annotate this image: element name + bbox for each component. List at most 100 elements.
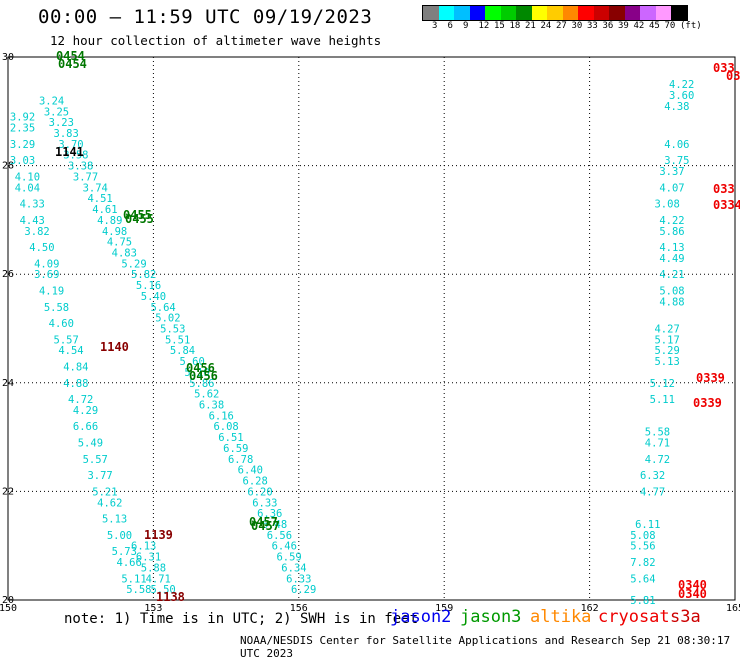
- color-swatch: [562, 6, 578, 20]
- swh-value-label: 5.16: [136, 280, 161, 292]
- swh-value-label: 6.51: [218, 432, 243, 444]
- color-swatch: [516, 6, 532, 20]
- swh-value-label: 5.17: [654, 334, 679, 346]
- pass-time-label: 0339: [696, 371, 725, 385]
- swh-value-label: 6.20: [247, 486, 272, 498]
- color-swatch: [578, 6, 594, 20]
- swh-value-label: 5.40: [141, 291, 166, 303]
- color-swatch: [624, 6, 640, 20]
- swh-value-label: 5.13: [102, 514, 127, 526]
- swh-value-label: 6.40: [238, 465, 263, 477]
- swh-value-label: 4.51: [87, 193, 112, 205]
- swh-value-label: 4.88: [659, 296, 684, 308]
- swh-value-label: 4.43: [20, 215, 45, 227]
- swh-value-label: 3.75: [664, 155, 689, 167]
- plot-frame: [7, 56, 736, 601]
- swh-value-label: 3.69: [34, 269, 59, 281]
- swh-value-label: 5.00: [107, 530, 132, 542]
- swh-value-label: 7.82: [630, 557, 655, 569]
- legend-jason3: jason3: [460, 607, 522, 627]
- swh-value-label: 4.71: [146, 573, 171, 585]
- swh-value-label: 5.21: [92, 486, 117, 498]
- swh-value-label: 3.83: [54, 128, 79, 140]
- swh-value-label: 5.11: [121, 573, 146, 585]
- swh-value-label: 3.77: [87, 470, 112, 482]
- swh-value-label: 3.60: [669, 90, 694, 102]
- color-swatch: [655, 6, 671, 20]
- swh-value-label: 4.83: [112, 247, 137, 259]
- swh-value-label: 4.89: [97, 215, 122, 227]
- swh-value-label: 5.08: [659, 285, 684, 297]
- swh-value-label: 5.12: [650, 378, 675, 390]
- swh-value-label: 6.13: [131, 541, 156, 553]
- lat-tick-label: 30: [2, 52, 14, 63]
- swh-value-label: 6.28: [243, 476, 268, 488]
- lat-tick-label: 28: [2, 161, 14, 172]
- swh-value-label: 4.77: [640, 486, 665, 498]
- swh-value-label: 5.60: [180, 356, 205, 368]
- swh-value-label: 6.16: [209, 410, 234, 422]
- swh-value-label: 5.58: [44, 302, 69, 314]
- swh-value-label: 3.03: [10, 155, 35, 167]
- pass-time-label: 0456: [189, 369, 218, 383]
- swh-value-label: 3.38: [68, 161, 93, 173]
- swh-value-label: 4.29: [73, 405, 98, 417]
- swh-value-label: 4.07: [659, 182, 684, 194]
- map-title: 00:00 – 11:59 UTC 09/19/2023: [38, 6, 373, 28]
- footnote: note: 1) Time is in UTC; 2) SWH is in fe…: [64, 611, 419, 627]
- pass-time-label: 0339: [693, 396, 722, 410]
- color-tick-label: 70: [664, 21, 676, 31]
- swh-value-label: 6.29: [291, 584, 316, 596]
- swh-value-label: 4.22: [659, 215, 684, 227]
- color-tick-label: 9: [463, 21, 469, 31]
- color-swatch: [438, 6, 454, 20]
- color-swatch: [500, 6, 516, 20]
- swh-value-label: 5.64: [150, 302, 175, 314]
- color-tick-label: 6: [447, 21, 453, 31]
- swh-value-label: 4.38: [664, 101, 689, 113]
- swh-value-label: 5.62: [194, 389, 219, 401]
- swh-value-label: 3.77: [73, 171, 98, 183]
- color-tick-label: (ft): [680, 21, 702, 31]
- swh-value-label: 6.59: [276, 552, 301, 564]
- swh-value-label: 6.46: [272, 541, 297, 553]
- swh-value-label: 5.10: [184, 367, 209, 379]
- pass-time-label: 1138: [156, 590, 185, 604]
- swh-value-label: 6.31: [136, 552, 161, 564]
- swh-value-label: 6.34: [281, 562, 306, 574]
- swh-value-label: 5.29: [121, 258, 146, 270]
- pass-time-label: 0456: [186, 361, 215, 375]
- pass-time-label: 0457: [249, 515, 278, 529]
- pass-time-label: 1141: [55, 145, 84, 159]
- swh-value-label: 5.64: [630, 573, 655, 585]
- pass-time-label: 0455: [125, 212, 154, 226]
- color-swatch: [609, 6, 625, 20]
- pass-time-label: 1139: [144, 528, 173, 542]
- swh-value-label: 4.75: [107, 237, 132, 249]
- swh-value-label: 6.48: [262, 519, 287, 531]
- swh-value-label: 6.38: [199, 400, 224, 412]
- swh-value-label: 4.66: [117, 557, 142, 569]
- pass-time-label: 1140: [100, 340, 129, 354]
- swh-value-label: 3.29: [10, 139, 35, 151]
- swh-value-label: 4.72: [68, 394, 93, 406]
- swh-value-label: 3.82: [24, 226, 49, 238]
- swh-value-label: 4.33: [20, 199, 45, 211]
- lon-tick-label: 159: [435, 603, 453, 614]
- color-tick-label: 12: [478, 21, 490, 31]
- color-swatch: [547, 6, 563, 20]
- swh-value-label: 5.49: [78, 438, 103, 450]
- swh-value-label: 5.29: [654, 345, 679, 357]
- color-swatch: [454, 6, 470, 20]
- pass-time-label: 0334: [713, 198, 740, 212]
- swh-value-label: 6.56: [267, 530, 292, 542]
- pass-time-label: 033: [713, 61, 735, 75]
- swh-value-label: 4.49: [659, 253, 684, 265]
- swh-value-label: 3.92: [10, 112, 35, 124]
- color-tick-label: 42: [633, 21, 645, 31]
- color-swatch: [593, 6, 609, 20]
- lon-tick-label: 162: [581, 603, 599, 614]
- lat-tick-label: 24: [2, 378, 14, 389]
- credit-line: NOAA/NESDIS Center for Satellite Applica…: [240, 634, 731, 660]
